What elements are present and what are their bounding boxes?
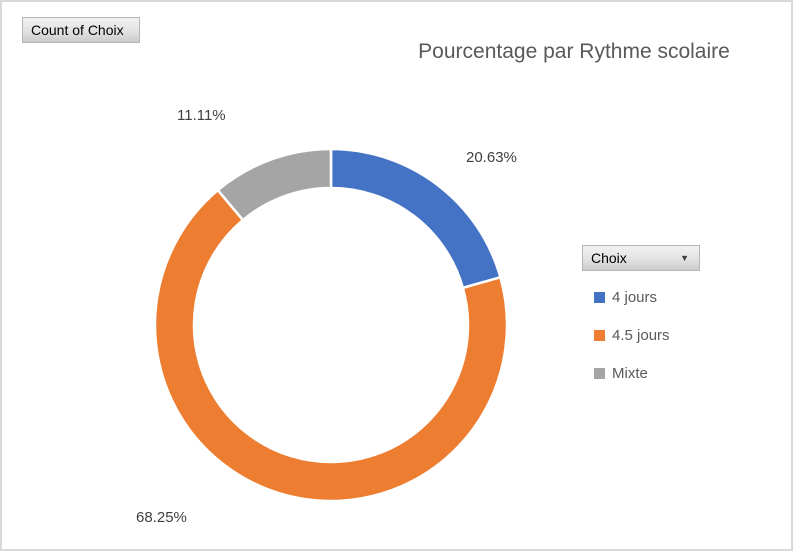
data-label-4-5-jours: 68.25%: [136, 509, 187, 526]
legend-label-4-jours: 4 jours: [612, 288, 658, 306]
legend-swatch-mixte: [594, 367, 605, 379]
choix-legend-field-button[interactable]: Choix ▼: [582, 245, 700, 271]
legend-item-4-5-jours[interactable]: 4.5 jours: [582, 323, 670, 347]
data-label-mixte: 11.11%: [177, 107, 226, 124]
chart-legend: 4 jours 4.5 jours Mixte: [582, 285, 670, 399]
legend-swatch-4-5-jours: [594, 329, 605, 341]
doughnut-slice-mixte[interactable]: [216, 147, 333, 222]
dropdown-arrow-icon: ▼: [680, 252, 689, 263]
data-label-4-jours: 20.63%: [466, 149, 517, 166]
doughnut-slice-4-5-jours[interactable]: [153, 188, 509, 503]
chart-title: Pourcentage par Rythme scolaire: [418, 40, 730, 63]
legend-label-4-5-jours: 4.5 jours: [612, 326, 670, 344]
count-of-choix-label: Count of Choix: [31, 22, 124, 38]
legend-swatch-4-jours: [594, 291, 605, 303]
choix-field-label: Choix: [591, 250, 627, 266]
count-of-choix-field-button[interactable]: Count of Choix: [22, 17, 140, 43]
doughnut-slice-4-jours[interactable]: [329, 147, 502, 290]
legend-item-mixte[interactable]: Mixte: [582, 361, 670, 385]
legend-label-mixte: Mixte: [612, 364, 648, 382]
legend-item-4-jours[interactable]: 4 jours: [582, 285, 670, 309]
